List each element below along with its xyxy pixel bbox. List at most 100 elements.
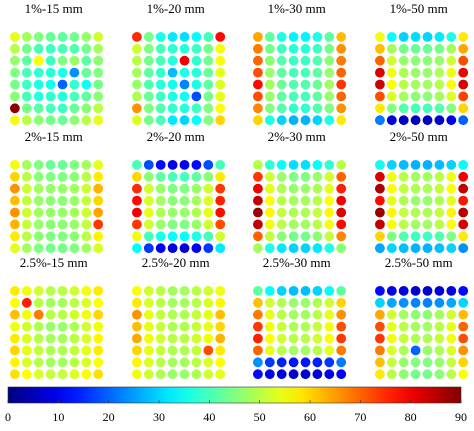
- heatmap-cell: [143, 333, 154, 344]
- heatmap-cell: [336, 231, 347, 242]
- colorbar-tick-label: 30: [153, 410, 165, 424]
- heatmap-cell: [300, 115, 311, 126]
- heatmap-panel: 2%-20 mm: [132, 129, 226, 254]
- heatmap-cell: [45, 115, 56, 126]
- heatmap-cell: [288, 309, 299, 320]
- heatmap-cell: [386, 43, 397, 54]
- heatmap-cell: [253, 286, 263, 296]
- heatmap-cell: [155, 32, 166, 42]
- heatmap-cell: [57, 321, 68, 332]
- heatmap-cell: [458, 183, 469, 194]
- heatmap-cell: [203, 231, 214, 242]
- heatmap-cell: [57, 369, 68, 380]
- heatmap-cell: [300, 91, 311, 102]
- heatmap-cell: [215, 333, 226, 344]
- heatmap-cell: [398, 55, 409, 66]
- heatmap-cell: [446, 160, 457, 170]
- heatmap-cell: [132, 309, 142, 320]
- heatmap-cell: [191, 231, 202, 242]
- heatmap-cell: [93, 357, 104, 368]
- heatmap-cell: [336, 357, 347, 368]
- heatmap-cell: [288, 333, 299, 344]
- heatmap-cell: [45, 297, 56, 308]
- heatmap-cell: [132, 79, 142, 90]
- heatmap-cell: [215, 231, 226, 242]
- heatmap-cell: [446, 67, 457, 78]
- heatmap-cell: [143, 55, 154, 66]
- heatmap-cell: [422, 43, 433, 54]
- heatmap-cell: [10, 345, 20, 356]
- heatmap-cell: [312, 333, 323, 344]
- heatmap-cell: [191, 43, 202, 54]
- heatmap-cell: [276, 79, 287, 90]
- heatmap-cell: [179, 243, 190, 254]
- heatmap-cell: [253, 297, 263, 308]
- heatmap-cell: [312, 369, 323, 380]
- heatmap-cell: [264, 345, 275, 356]
- heatmap-cell: [253, 369, 263, 380]
- heatmap-cell: [203, 369, 214, 380]
- heatmap-cell: [300, 243, 311, 254]
- heatmap-cell: [324, 357, 335, 368]
- heatmap-cell: [410, 103, 421, 114]
- heatmap-cell: [93, 243, 104, 254]
- heatmap-cell: [191, 309, 202, 320]
- heatmap-cell: [398, 79, 409, 90]
- heatmap-cell: [312, 79, 323, 90]
- heatmap-cell: [57, 171, 68, 182]
- heatmap-cell: [324, 369, 335, 380]
- heatmap-cell: [375, 286, 385, 296]
- heatmap-cell: [264, 160, 275, 170]
- heatmap-cell: [203, 309, 214, 320]
- heatmap-cell: [264, 309, 275, 320]
- heatmap-cell: [215, 345, 226, 356]
- colorbar-tick-label: 10: [52, 410, 64, 424]
- heatmap-cell: [324, 231, 335, 242]
- heatmap-cell: [21, 286, 32, 296]
- heatmap-cell: [434, 286, 445, 296]
- heatmap-cell: [203, 219, 214, 230]
- heatmap-cell: [57, 297, 68, 308]
- heatmap-cell: [300, 207, 311, 218]
- heatmap-cell: [288, 243, 299, 254]
- heatmap-cell: [57, 219, 68, 230]
- heatmap-cell: [132, 219, 142, 230]
- heatmap-cell: [143, 219, 154, 230]
- heatmap-cell: [324, 91, 335, 102]
- heatmap-cell: [179, 67, 190, 78]
- heatmap-cell: [324, 345, 335, 356]
- heatmap-cell: [375, 79, 385, 90]
- heatmap-cell: [324, 171, 335, 182]
- heatmap-cell: [69, 195, 80, 206]
- heatmap-cell: [336, 207, 347, 218]
- panel-title: 1%-50 mm: [390, 1, 448, 16]
- heatmap-cell: [458, 43, 469, 54]
- heatmap-cell: [434, 369, 445, 380]
- heatmap-cell: [336, 195, 347, 206]
- heatmap-cell: [253, 79, 263, 90]
- heatmap-cell: [167, 160, 178, 170]
- heatmap-cell: [45, 286, 56, 296]
- heatmap-cell: [410, 333, 421, 344]
- heatmap-cell: [21, 183, 32, 194]
- heatmap-cell: [33, 32, 44, 42]
- heatmap-cell: [253, 171, 263, 182]
- heatmap-cell: [167, 309, 178, 320]
- heatmap-cell: [264, 32, 275, 42]
- heatmap-cell: [422, 160, 433, 170]
- heatmap-cell: [69, 207, 80, 218]
- heatmap-cell: [81, 115, 92, 126]
- heatmap-cell: [179, 183, 190, 194]
- heatmap-cell: [191, 32, 202, 42]
- heatmap-panel: 1%-50 mm: [375, 1, 469, 126]
- heatmap-cell: [312, 43, 323, 54]
- heatmap-cell: [458, 171, 469, 182]
- heatmap-cell: [410, 79, 421, 90]
- heatmap-cell: [143, 103, 154, 114]
- heatmap-cell: [33, 297, 44, 308]
- heatmap-cell: [81, 297, 92, 308]
- heatmap-cell: [434, 103, 445, 114]
- heatmap-cell: [203, 91, 214, 102]
- heatmap-cell: [33, 160, 44, 170]
